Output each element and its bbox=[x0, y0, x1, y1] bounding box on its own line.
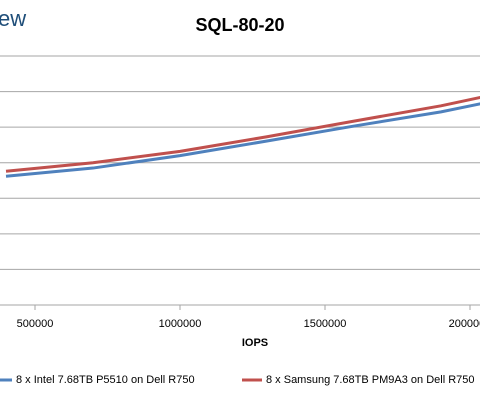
x-tick-label: 2000000 bbox=[449, 318, 480, 330]
x-tick-label: 500000 bbox=[17, 318, 54, 330]
chart-title: SQL-80-20 bbox=[195, 15, 284, 35]
logo: ew bbox=[0, 6, 26, 31]
series-line bbox=[5, 95, 480, 173]
legend-label: 8 x Intel 7.68TB P5510 on Dell R750 bbox=[16, 374, 195, 386]
x-tick-label: 1500000 bbox=[304, 318, 347, 330]
x-tick-label: 1000000 bbox=[159, 318, 202, 330]
legend-label: 8 x Samsung 7.68TB PM9A3 on Dell R750 bbox=[266, 374, 475, 386]
series-line bbox=[5, 102, 480, 178]
x-axis-label: IOPS bbox=[242, 337, 268, 349]
